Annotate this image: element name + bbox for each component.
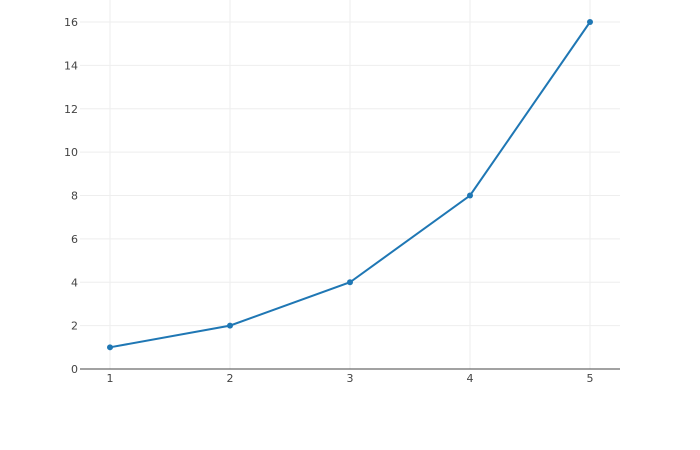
x-tick-label: 3 xyxy=(347,372,354,385)
y-tick-label: 0 xyxy=(71,363,78,376)
y-tick-label: 2 xyxy=(71,320,78,333)
x-tick-label: 2 xyxy=(227,372,234,385)
x-tick-label: 4 xyxy=(467,372,474,385)
data-point[interactable] xyxy=(107,344,113,351)
y-tick-label: 8 xyxy=(71,190,78,203)
y-tick-label: 4 xyxy=(71,276,78,289)
series xyxy=(107,19,593,351)
data-point[interactable] xyxy=(467,192,473,199)
gridlines xyxy=(80,0,620,369)
y-tick-label: 14 xyxy=(64,59,78,72)
y-tick-label: 12 xyxy=(64,103,78,116)
data-point[interactable] xyxy=(347,279,353,286)
data-point[interactable] xyxy=(227,322,233,329)
y-tick-label: 10 xyxy=(64,146,78,159)
y-axis-ticks: 0 2 4 6 8 10 12 14 16 xyxy=(64,16,78,376)
data-point[interactable] xyxy=(587,19,593,25)
y-tick-label: 16 xyxy=(64,16,78,29)
x-tick-label: 5 xyxy=(587,372,594,385)
x-tick-label: 1 xyxy=(107,372,114,385)
x-axis-ticks: 1 2 3 4 5 xyxy=(107,372,594,385)
y-tick-label: 6 xyxy=(71,233,78,246)
